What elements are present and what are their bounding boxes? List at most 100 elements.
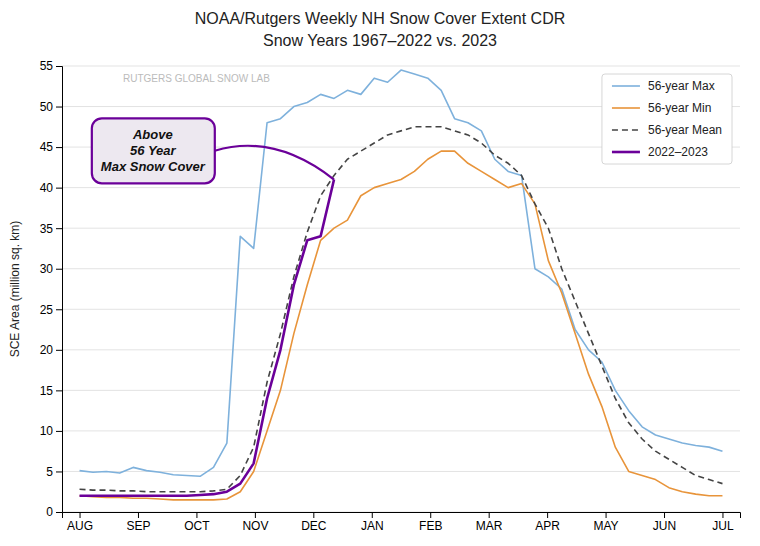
tick-label: 15: [40, 384, 54, 398]
tick-label: 10: [40, 424, 54, 438]
tick-label: FEB: [419, 519, 442, 533]
grid-line: [62, 390, 740, 391]
tick-label: MAR: [476, 519, 503, 533]
tick-mark: [56, 107, 62, 108]
tick-label: JUL: [712, 519, 734, 533]
tick-mark: [664, 512, 665, 518]
grid-line: [62, 66, 740, 67]
grid-line: [62, 471, 740, 472]
legend-swatch: [612, 129, 640, 131]
tick-mark: [56, 512, 62, 513]
tick-mark: [56, 431, 62, 432]
legend-item: 2022–2023: [612, 145, 708, 159]
tick-mark: [56, 390, 62, 391]
tick-mark: [372, 512, 373, 518]
chart-svg: NOAA/Rutgers Weekly NH Snow Cover Extent…: [0, 0, 760, 546]
grid-line: [62, 309, 740, 310]
tick: OCT: [184, 512, 210, 533]
tick-label: 35: [40, 222, 54, 236]
legend-swatch: [612, 151, 640, 154]
tick-mark: [56, 66, 62, 67]
grid-line: [62, 430, 740, 431]
legend-label: 56-year Mean: [648, 123, 722, 137]
tick-label: 5: [46, 465, 53, 479]
tick-mark: [547, 512, 548, 518]
grid-line: [62, 268, 740, 269]
tick-label: 50: [40, 100, 54, 114]
tick-label: 20: [40, 343, 54, 357]
watermark: RUTGERS GLOBAL SNOW LAB: [123, 73, 270, 84]
y-axis: 0510152025303540455055: [40, 59, 63, 519]
annotation-line: Above: [132, 127, 173, 142]
tick-label: AUG: [67, 519, 93, 533]
tick: MAR: [476, 512, 503, 533]
annotation: Above56 YearMax Snow Cover: [92, 118, 334, 183]
tick-mark: [56, 350, 62, 351]
tick: 40: [40, 181, 62, 195]
tick-label: MAY: [594, 519, 619, 533]
annotation-box: [92, 118, 215, 183]
tick-label: APR: [535, 519, 560, 533]
legend-swatch: [612, 107, 640, 109]
x-axis: AUG SEP OCT NOV DEC JAN FEB MAR APR MAY JUN JUL: [63, 512, 741, 533]
tick-mark: [56, 147, 62, 148]
tick-mark: [313, 512, 314, 518]
tick-mark: [56, 228, 62, 229]
annotation-line: Max Snow Cover: [101, 159, 206, 174]
legend-box: [602, 74, 732, 164]
tick-mark: [606, 512, 607, 518]
tick-mark: [56, 471, 62, 472]
tick-mark: [56, 269, 62, 270]
annotation-text: Above56 YearMax Snow Cover: [101, 127, 206, 174]
tick-mark: [80, 512, 81, 518]
tick: 10: [40, 424, 62, 438]
tick: 45: [40, 140, 62, 154]
legend-item: 56-year Max: [612, 79, 715, 93]
axis-line: [56, 67, 63, 513]
legend-item: 56-year Min: [612, 101, 711, 115]
series-line: [80, 180, 334, 496]
tick: JUN: [653, 512, 676, 533]
tick: 5: [46, 465, 62, 479]
grid-line: [62, 228, 740, 229]
tick-label: JUN: [653, 519, 676, 533]
tick: 30: [40, 262, 62, 276]
tick-label: OCT: [184, 519, 210, 533]
tick: DEC: [301, 512, 327, 533]
tick: SEP: [126, 512, 150, 533]
tick-label: DEC: [301, 519, 327, 533]
axis-line: [63, 513, 741, 519]
tick-label: 45: [40, 140, 54, 154]
annotation-arrow: [215, 146, 334, 180]
grid-line: [62, 187, 740, 188]
tick-mark: [56, 309, 62, 310]
y-axis-title: SCE Area (million sq. km): [8, 221, 22, 358]
tick: APR: [535, 512, 560, 533]
tick-label: 0: [46, 505, 53, 519]
tick-label: NOV: [242, 519, 268, 533]
tick-mark: [255, 512, 256, 518]
tick: AUG: [67, 512, 93, 533]
tick-mark: [138, 512, 139, 518]
tick: JAN: [361, 512, 384, 533]
tick-label: 30: [40, 262, 54, 276]
legend-swatch: [612, 85, 640, 87]
tick-label: 55: [40, 59, 54, 73]
grid-line: [62, 349, 740, 350]
legend-label: 2022–2023: [648, 145, 708, 159]
tick: 15: [40, 384, 62, 398]
tick: FEB: [419, 512, 442, 533]
tick-mark: [196, 512, 197, 518]
tick-mark: [430, 512, 431, 518]
chart-container: NOAA/Rutgers Weekly NH Snow Cover Extent…: [0, 0, 760, 546]
tick-label: SEP: [126, 519, 150, 533]
annotation-line: 56 Year: [130, 143, 176, 158]
tick-mark: [489, 512, 490, 518]
tick: NOV: [242, 512, 268, 533]
legend-item: 56-year Mean: [612, 123, 722, 137]
tick: JUL: [712, 512, 734, 533]
tick: 50: [40, 100, 62, 114]
tick-mark: [56, 188, 62, 189]
tick-label: 40: [40, 181, 54, 195]
tick-mark: [722, 512, 723, 518]
